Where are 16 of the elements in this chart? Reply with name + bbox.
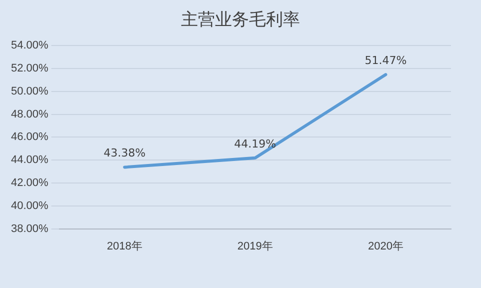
y-tick-label: 44.00% [10, 154, 49, 166]
data-label: 43.38% [104, 146, 146, 160]
x-tick-label: 2020年 [368, 240, 404, 252]
chart-title: 主营业务毛利率 [180, 9, 301, 31]
y-tick-label: 42.00% [10, 177, 49, 190]
x-tick-label: 2018年 [106, 240, 142, 252]
y-tick-label: 38.00% [10, 222, 49, 235]
x-tick-label: 2019年 [237, 240, 273, 252]
data-label: 44.19% [234, 137, 276, 150]
y-tick-label: 52.00% [10, 62, 49, 75]
y-tick-label: 50.00% [10, 85, 49, 98]
y-tick-label: 54.00% [10, 40, 49, 52]
y-tick-label: 48.00% [10, 108, 49, 120]
y-tick-label: 40.00% [10, 200, 49, 212]
data-label: 51.47% [364, 54, 407, 67]
y-tick-label: 46.00% [10, 131, 49, 144]
